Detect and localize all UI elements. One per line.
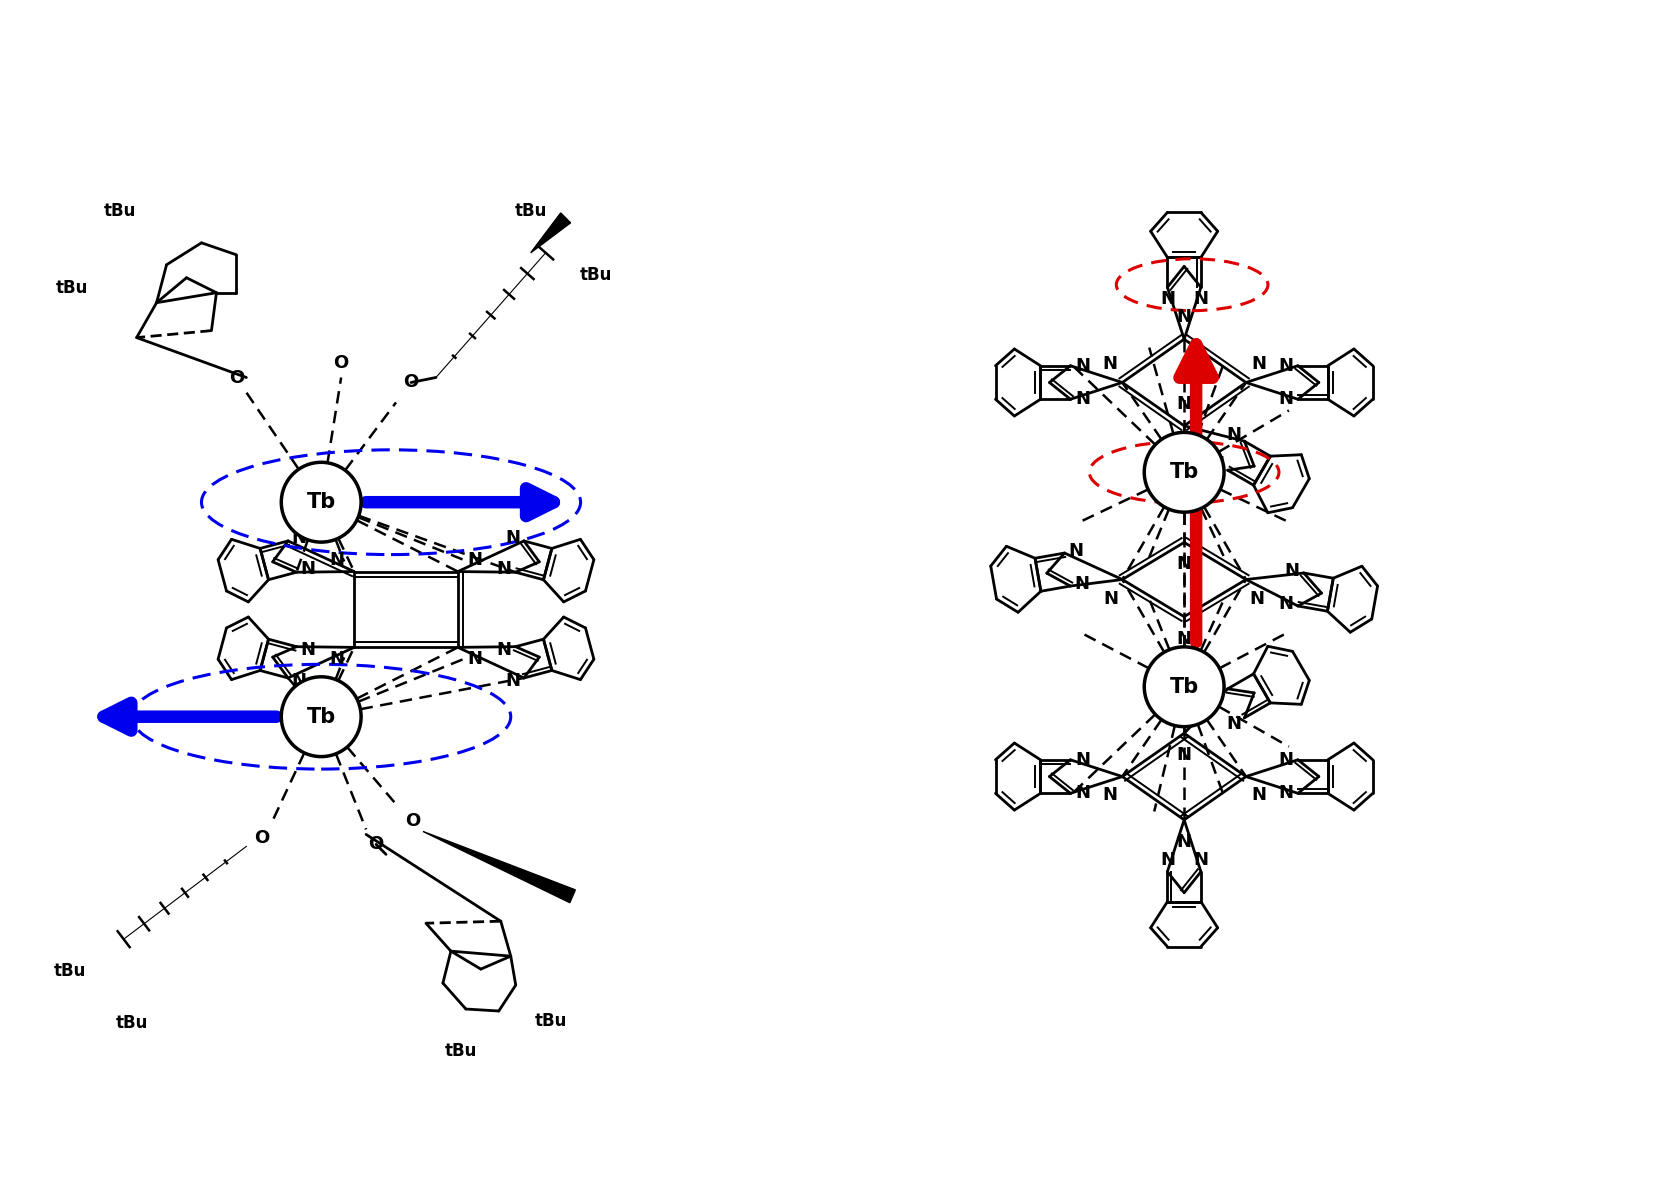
- Text: O: O: [369, 836, 384, 853]
- Circle shape: [281, 462, 361, 543]
- Text: N: N: [1074, 574, 1089, 593]
- Circle shape: [281, 677, 361, 756]
- Text: N: N: [467, 551, 482, 569]
- Polygon shape: [531, 213, 571, 253]
- Text: N: N: [1226, 715, 1241, 733]
- Text: Tb: Tb: [306, 707, 336, 727]
- Text: N: N: [1210, 455, 1225, 473]
- Text: N: N: [467, 650, 482, 668]
- Text: O: O: [404, 374, 419, 391]
- Text: N: N: [1278, 357, 1294, 375]
- Text: N: N: [1250, 590, 1264, 608]
- Text: N: N: [291, 673, 306, 690]
- Text: N: N: [1102, 786, 1117, 804]
- Text: N: N: [496, 560, 511, 578]
- Text: tBu: tBu: [53, 962, 86, 980]
- Text: N: N: [1177, 395, 1192, 413]
- Text: N: N: [1278, 390, 1294, 408]
- Text: N: N: [1160, 291, 1175, 309]
- Text: Tb: Tb: [1170, 677, 1198, 696]
- Text: N: N: [1177, 556, 1192, 573]
- Text: N: N: [1193, 851, 1208, 869]
- Text: O: O: [228, 369, 243, 387]
- Circle shape: [1144, 433, 1225, 512]
- Text: N: N: [300, 560, 314, 578]
- Text: tBu: tBu: [535, 1012, 568, 1030]
- Text: N: N: [329, 650, 344, 668]
- Text: N: N: [1160, 851, 1175, 869]
- Text: O: O: [405, 812, 420, 831]
- Text: N: N: [1210, 686, 1225, 703]
- Text: tBu: tBu: [445, 1041, 477, 1060]
- Text: N: N: [1284, 561, 1299, 580]
- Text: tBu: tBu: [104, 202, 136, 220]
- Text: Tb: Tb: [1170, 462, 1198, 482]
- Text: N: N: [1251, 786, 1266, 804]
- Text: N: N: [1251, 356, 1266, 374]
- Text: N: N: [1104, 590, 1119, 608]
- Text: N: N: [1074, 357, 1091, 375]
- Text: N: N: [1069, 543, 1084, 560]
- Text: N: N: [505, 673, 520, 690]
- Text: N: N: [1074, 390, 1091, 408]
- Text: tBu: tBu: [56, 279, 88, 297]
- Text: tBu: tBu: [515, 202, 546, 220]
- Text: N: N: [300, 641, 314, 658]
- Text: N: N: [1279, 595, 1294, 613]
- Text: N: N: [329, 551, 344, 569]
- Text: N: N: [1226, 427, 1241, 444]
- Text: N: N: [1278, 785, 1294, 803]
- Text: N: N: [505, 528, 520, 547]
- Text: O: O: [253, 830, 270, 847]
- Text: N: N: [1177, 309, 1192, 326]
- Text: N: N: [1177, 746, 1192, 765]
- Text: tBu: tBu: [579, 266, 612, 284]
- Text: N: N: [291, 528, 306, 547]
- Text: N: N: [1102, 356, 1117, 374]
- Text: O: O: [334, 353, 349, 371]
- Circle shape: [1144, 647, 1225, 727]
- Text: N: N: [1074, 751, 1091, 768]
- Text: N: N: [1074, 785, 1091, 803]
- Text: N: N: [1278, 751, 1294, 768]
- Text: N: N: [1193, 291, 1208, 309]
- Text: N: N: [496, 641, 511, 658]
- Polygon shape: [424, 831, 576, 903]
- Text: tBu: tBu: [116, 1014, 147, 1032]
- Text: Tb: Tb: [306, 492, 336, 512]
- Text: N: N: [1177, 630, 1192, 648]
- Text: N: N: [1177, 833, 1192, 851]
